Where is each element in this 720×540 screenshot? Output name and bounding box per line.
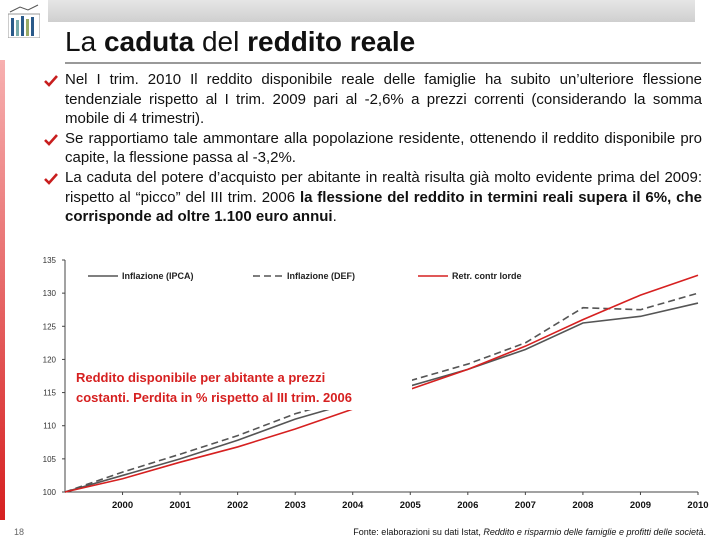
- legend-label: Inflazione (IPCA): [122, 271, 194, 281]
- bullet: La caduta del potere d’acquisto per abit…: [44, 168, 702, 227]
- y-tick-label: 105: [43, 455, 57, 464]
- check-icon: [44, 75, 58, 87]
- x-tick-label: 2010: [687, 500, 708, 511]
- x-tick-label: 2001: [170, 500, 192, 511]
- source-part: Fonte: elaborazioni su dati Istat,: [353, 527, 484, 537]
- x-tick-label: 2003: [285, 500, 306, 511]
- x-tick-label: 2006: [457, 500, 478, 511]
- logo: [8, 4, 40, 38]
- title-part: reddito reale: [247, 26, 416, 57]
- page-number: 18: [14, 527, 25, 537]
- title-rule: [65, 62, 701, 64]
- x-tick-label: 2004: [342, 500, 364, 511]
- side-bar: [0, 60, 5, 520]
- y-tick-label: 115: [43, 389, 56, 398]
- check: [44, 75, 58, 87]
- x-tick-label: 2009: [630, 500, 651, 511]
- check-icon: [44, 133, 58, 146]
- bullet-text: .: [332, 208, 337, 226]
- y-tick-label: 125: [43, 322, 57, 331]
- slide-title: La caduta del reddito reale: [65, 26, 415, 58]
- x-tick-label: 2002: [227, 500, 248, 511]
- title-part: La: [65, 26, 104, 57]
- bullet-text: La caduta del potere d’acquisto per abit…: [65, 168, 702, 206]
- header-bar: [48, 0, 695, 22]
- legend-label: Retr. contr lorde: [452, 271, 522, 281]
- bullet: Nel I trim. 2010 Il reddito disponibile …: [44, 70, 702, 129]
- x-tick-label: 2008: [572, 500, 593, 511]
- note-line: Reddito disponibile per abitante a prezz…: [76, 370, 326, 385]
- bullet-list: Nel I trim. 2010 Il reddito disponibile …: [44, 70, 702, 227]
- x-tick-label: 2005: [400, 500, 422, 511]
- title-part: del: [194, 26, 248, 57]
- source-part: Reddito e risparmio delle famiglie e pro…: [483, 527, 704, 537]
- x-tick-label: 2000: [112, 500, 133, 511]
- check-icon: [44, 173, 58, 185]
- bullet-text: Se rapportiamo tale ammontare alla popol…: [65, 129, 702, 167]
- chart-note: Reddito disponibile per abitante a prezz…: [72, 366, 412, 410]
- y-tick-label: 120: [43, 355, 57, 364]
- note-line: costanti. Perdita in % rispetto al III t…: [76, 390, 352, 405]
- title-part: caduta: [103, 26, 195, 57]
- y-tick-label: 135: [43, 256, 57, 265]
- y-tick-label: 110: [43, 422, 56, 431]
- legend-label: Inflazione (DEF): [287, 271, 355, 281]
- check: [44, 133, 58, 146]
- bullet: Se rapportiamo tale ammontare alla popol…: [44, 129, 702, 168]
- bullet-text: la flessione del reddito in termini real…: [65, 188, 702, 226]
- bullet-text: Nel I trim. 2010 Il reddito disponibile …: [65, 71, 702, 128]
- y-tick-label: 130: [43, 289, 57, 298]
- check: [44, 173, 58, 185]
- source-note: Fonte: elaborazioni su dati Istat, Reddi…: [353, 527, 706, 537]
- y-tick-label: 100: [43, 488, 57, 497]
- x-tick-label: 2007: [515, 500, 536, 511]
- source-part: .: [703, 527, 706, 537]
